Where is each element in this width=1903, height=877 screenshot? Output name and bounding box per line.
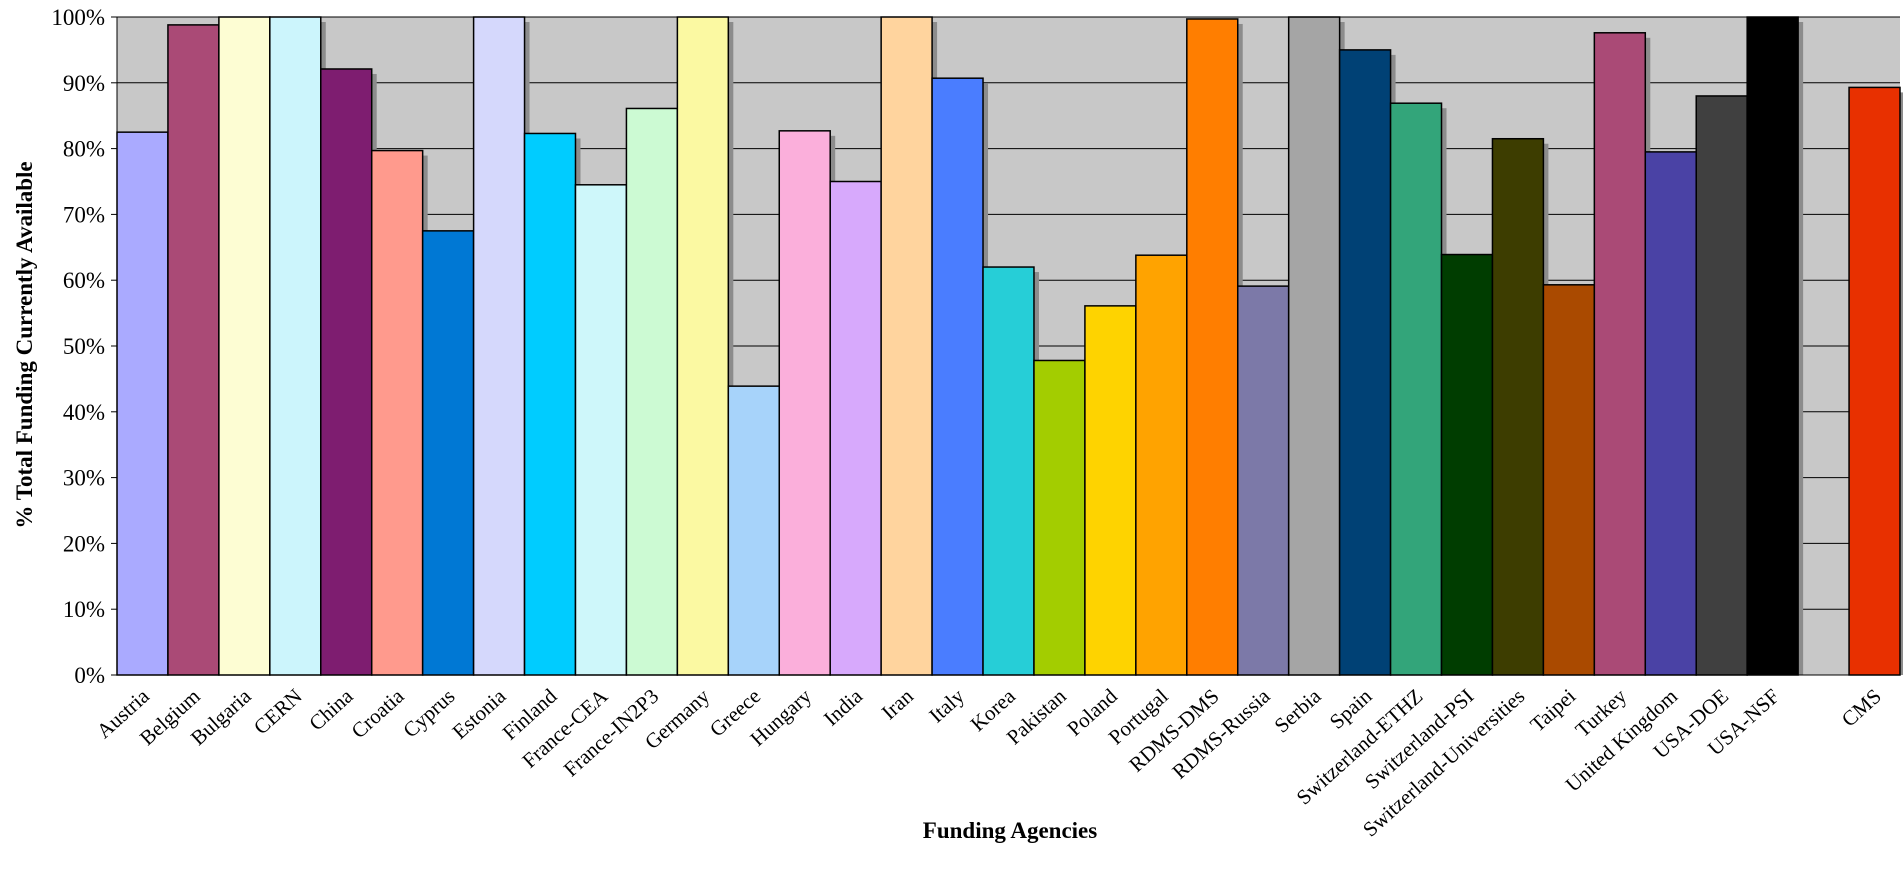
bar [931,77,984,676]
bar [1542,284,1596,676]
y-tick-label: 70% [63,202,105,227]
bar [1593,32,1647,676]
bar [116,131,169,676]
bars [116,16,1903,676]
bar [1848,86,1901,676]
bar [1186,18,1239,676]
bar [1695,95,1748,676]
y-tick-label: 40% [63,400,105,425]
x-tick-label: CERN [249,684,307,739]
y-tick-label: 80% [63,137,105,162]
y-tick-label: 60% [63,268,105,293]
bar [1338,49,1392,676]
x-tick-label: Cyprus [398,684,459,742]
bar [1746,16,1799,676]
bar [727,385,781,676]
bar [1440,253,1494,676]
bar [421,230,475,676]
bar [625,107,679,676]
bar [1135,254,1188,676]
x-tick-label: CMS [1837,684,1886,732]
bar [1236,285,1290,676]
bar [880,16,933,676]
x-tick-label: India [819,683,868,730]
y-tick-label: 100% [51,5,105,30]
y-tick-label: 50% [63,334,105,359]
x-tick-label: Serbia [1270,683,1326,737]
bar [1491,137,1545,676]
bar [472,16,526,676]
bar [778,130,831,676]
bar [370,149,424,676]
bar [167,24,220,676]
y-tick-label: 90% [63,71,105,96]
y-tick-label: 20% [63,531,105,556]
y-tick-label: 10% [63,597,105,622]
x-tick-label: Estonia [448,683,511,743]
bar [982,266,1035,676]
x-tick-label: Iran [877,684,919,725]
bar [218,16,271,676]
y-axis-ticks: 0% 10% 20% 30% 40% 50% 60% 70% 80% 90% 100% [51,5,117,688]
bar [320,68,373,676]
bar [1287,16,1341,676]
x-tick-label: Taipei [1525,684,1580,737]
y-tick-label: 0% [74,663,105,688]
bar [1389,102,1443,676]
bar [1033,359,1086,676]
bar [1644,151,1697,676]
bar [676,16,730,676]
x-tick-label: Italy [924,684,969,728]
bar [523,132,577,676]
bar [1084,305,1137,676]
bar [269,16,322,676]
y-tick-label: 30% [63,466,105,491]
bar [829,180,882,676]
y-axis-title: % Total Funding Currently Available [12,161,37,528]
x-axis-title: Funding Agencies [923,818,1098,843]
bar [574,184,628,676]
x-tick-label: Croatia [347,683,409,743]
